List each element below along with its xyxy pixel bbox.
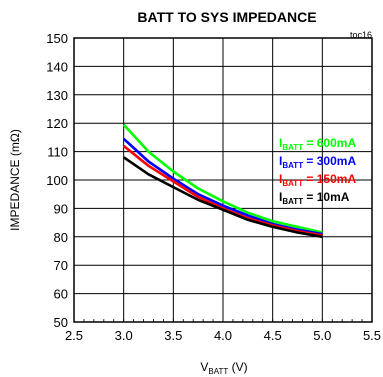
x-tick-label-2: 3.5 [164, 328, 182, 343]
x-axis-label: VBATT (V) [200, 360, 247, 376]
y-tick-label-5: 100 [46, 173, 68, 188]
series-line-300mA [122, 137, 323, 236]
y-tick-label-1: 60 [54, 287, 68, 302]
legend: IBATT = 600mA IBATT = 300mA IBATT = 150mA I… [279, 136, 356, 206]
x-tick-label-1: 3.0 [115, 328, 133, 343]
plot-frame [73, 37, 373, 323]
series-lines [122, 123, 323, 239]
x-tick-label-0: 2.5 [65, 328, 83, 343]
y-axis-label: IMPEDANCE (mΩ) [8, 129, 22, 231]
y-tick-label-0: 50 [54, 315, 68, 330]
x-axis-label-sub: BATT [208, 367, 228, 376]
y-tick-label-7: 120 [46, 116, 68, 131]
y-tick-label-4: 90 [54, 201, 68, 216]
y-tick-label-2: 70 [54, 258, 68, 273]
x-tick-label-4: 4.5 [264, 328, 282, 343]
x-tick-labels: 2.5 3.0 3.5 4.0 4.5 5.0 5.5 [65, 328, 381, 343]
y-tick-label-6: 110 [47, 145, 68, 160]
x-tick-label-3: 4.0 [214, 328, 232, 343]
y-tick-label-3: 80 [54, 230, 68, 245]
x-axis-label-main: V [200, 360, 208, 374]
legend-entry-10mA: IBATT = 10mA [279, 190, 350, 206]
y-tick-labels: 50 60 70 80 90 100 110 120 130 140 150 [46, 31, 68, 330]
legend-entry-300mA: IBATT = 300mA [279, 154, 356, 170]
series-line-10mA [122, 156, 323, 239]
chart-title: BATT TO SYS IMPEDANCE [137, 9, 316, 25]
x-axis-label-unit: (V) [228, 360, 247, 374]
figure-code: toc16 [350, 30, 372, 40]
x-tick-label-6: 5.5 [363, 328, 381, 343]
legend-entry-600mA: IBATT = 600mA [279, 136, 356, 152]
legend-entry-150mA: IBATT = 150mA [279, 172, 356, 188]
series-line-600mA [122, 123, 323, 234]
series-line-150mA [122, 144, 323, 237]
x-tick-label-5: 5.0 [313, 328, 331, 343]
y-tick-label-9: 140 [46, 59, 68, 74]
y-tick-label-10: 150 [46, 31, 68, 46]
y-tick-label-8: 130 [46, 88, 68, 103]
